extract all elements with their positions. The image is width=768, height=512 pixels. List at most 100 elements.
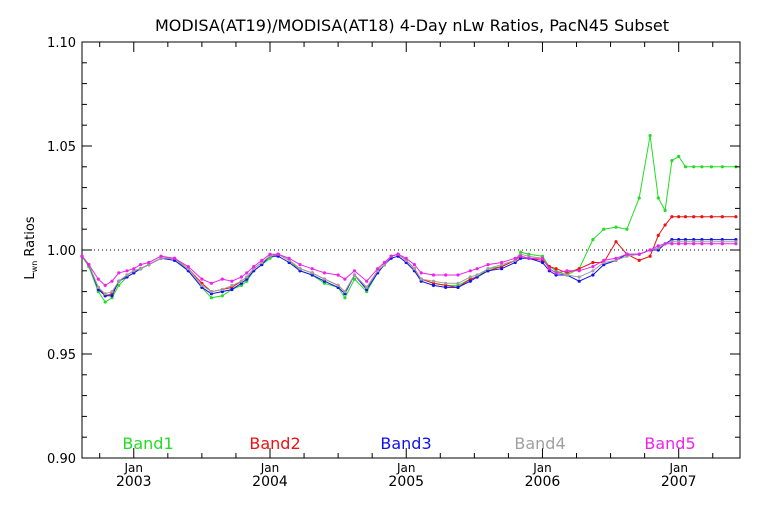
legend-label-band2: Band2 <box>249 434 300 453</box>
series-band5 <box>80 242 738 287</box>
data-point <box>637 258 641 262</box>
data-point <box>444 281 448 285</box>
data-point <box>239 279 243 283</box>
data-point <box>648 254 652 258</box>
data-point <box>554 267 558 271</box>
x-tick-month: Jan <box>124 461 144 475</box>
data-point <box>125 273 129 277</box>
data-point <box>298 263 302 267</box>
y-ticks-group: 0.90 0.95 1.00 1.05 1.10 <box>47 36 740 467</box>
data-point <box>287 256 291 260</box>
data-point <box>336 273 340 277</box>
data-point <box>252 265 256 269</box>
data-point <box>677 154 681 158</box>
data-point <box>310 271 314 275</box>
data-point <box>648 248 652 252</box>
data-point <box>444 273 448 277</box>
data-point <box>677 242 681 246</box>
y-tick-label: 1.05 <box>47 140 76 155</box>
series-line-band1 <box>81 135 736 303</box>
data-point <box>245 271 249 275</box>
data-point <box>117 279 121 283</box>
data-point <box>663 223 667 227</box>
data-point <box>343 277 347 281</box>
data-point <box>540 260 545 265</box>
data-point <box>173 256 177 260</box>
data-point <box>602 227 606 231</box>
data-point <box>80 254 84 258</box>
data-point <box>602 258 606 262</box>
x-tick-year: 2006 <box>525 474 561 490</box>
data-point <box>110 294 114 298</box>
y-axis-label-sub: wn <box>30 261 39 273</box>
data-point <box>656 196 660 200</box>
data-point <box>96 277 100 281</box>
data-point <box>547 267 551 271</box>
data-point <box>614 240 618 244</box>
data-point <box>625 252 629 256</box>
legend-label-band3: Band3 <box>380 434 431 453</box>
data-point <box>670 215 674 219</box>
svg-text:Lwn Ratios: Lwn Ratios <box>23 216 39 279</box>
data-point <box>513 256 517 260</box>
data-point <box>700 242 704 246</box>
series-line-band2 <box>81 216 736 297</box>
data-point <box>700 215 704 219</box>
data-point <box>230 287 234 292</box>
x-tick-month: Jan <box>668 461 688 475</box>
data-point <box>577 279 581 283</box>
data-point <box>431 283 436 287</box>
data-point <box>540 256 545 260</box>
data-point <box>683 215 688 219</box>
data-point <box>110 279 114 283</box>
data-point <box>709 242 714 246</box>
legend-label-band1: Band1 <box>122 434 173 453</box>
data-point <box>310 267 314 271</box>
data-point <box>656 244 660 248</box>
y-tick-label: 0.90 <box>47 452 76 467</box>
data-point <box>239 275 243 279</box>
data-point <box>709 215 714 219</box>
data-point <box>186 265 190 269</box>
series-band1 <box>80 134 738 304</box>
data-point <box>692 215 696 219</box>
data-point <box>103 292 107 296</box>
data-point <box>456 285 460 289</box>
data-point <box>692 242 696 246</box>
data-point <box>670 159 674 163</box>
data-point <box>683 242 688 246</box>
data-point <box>456 273 460 277</box>
data-point <box>352 273 357 277</box>
data-point <box>209 290 213 294</box>
x-tick-year: 2007 <box>661 474 697 490</box>
data-point <box>200 277 204 281</box>
x-tick-month: Jan <box>260 461 280 475</box>
data-point <box>382 260 386 265</box>
data-point <box>565 273 569 277</box>
data-point <box>103 283 107 287</box>
data-point <box>663 242 667 246</box>
data-point <box>591 238 595 242</box>
data-point <box>419 271 423 275</box>
data-point <box>591 265 595 269</box>
data-point <box>670 242 674 246</box>
data-point <box>268 252 272 256</box>
data-point <box>591 269 595 273</box>
data-point <box>663 208 667 213</box>
y-axis-label-rest: Ratios <box>23 216 38 261</box>
data-point <box>577 269 581 273</box>
data-point <box>298 267 302 271</box>
data-point <box>431 273 436 277</box>
data-point <box>683 165 688 169</box>
data-point <box>365 285 369 289</box>
data-point <box>468 279 472 283</box>
data-point <box>456 281 460 285</box>
data-point <box>431 279 436 283</box>
data-point <box>336 283 340 287</box>
data-point <box>220 294 224 298</box>
data-point <box>96 285 100 289</box>
data-point <box>209 296 213 300</box>
data-point <box>656 233 660 237</box>
data-point <box>200 283 204 287</box>
data-point <box>500 260 504 265</box>
